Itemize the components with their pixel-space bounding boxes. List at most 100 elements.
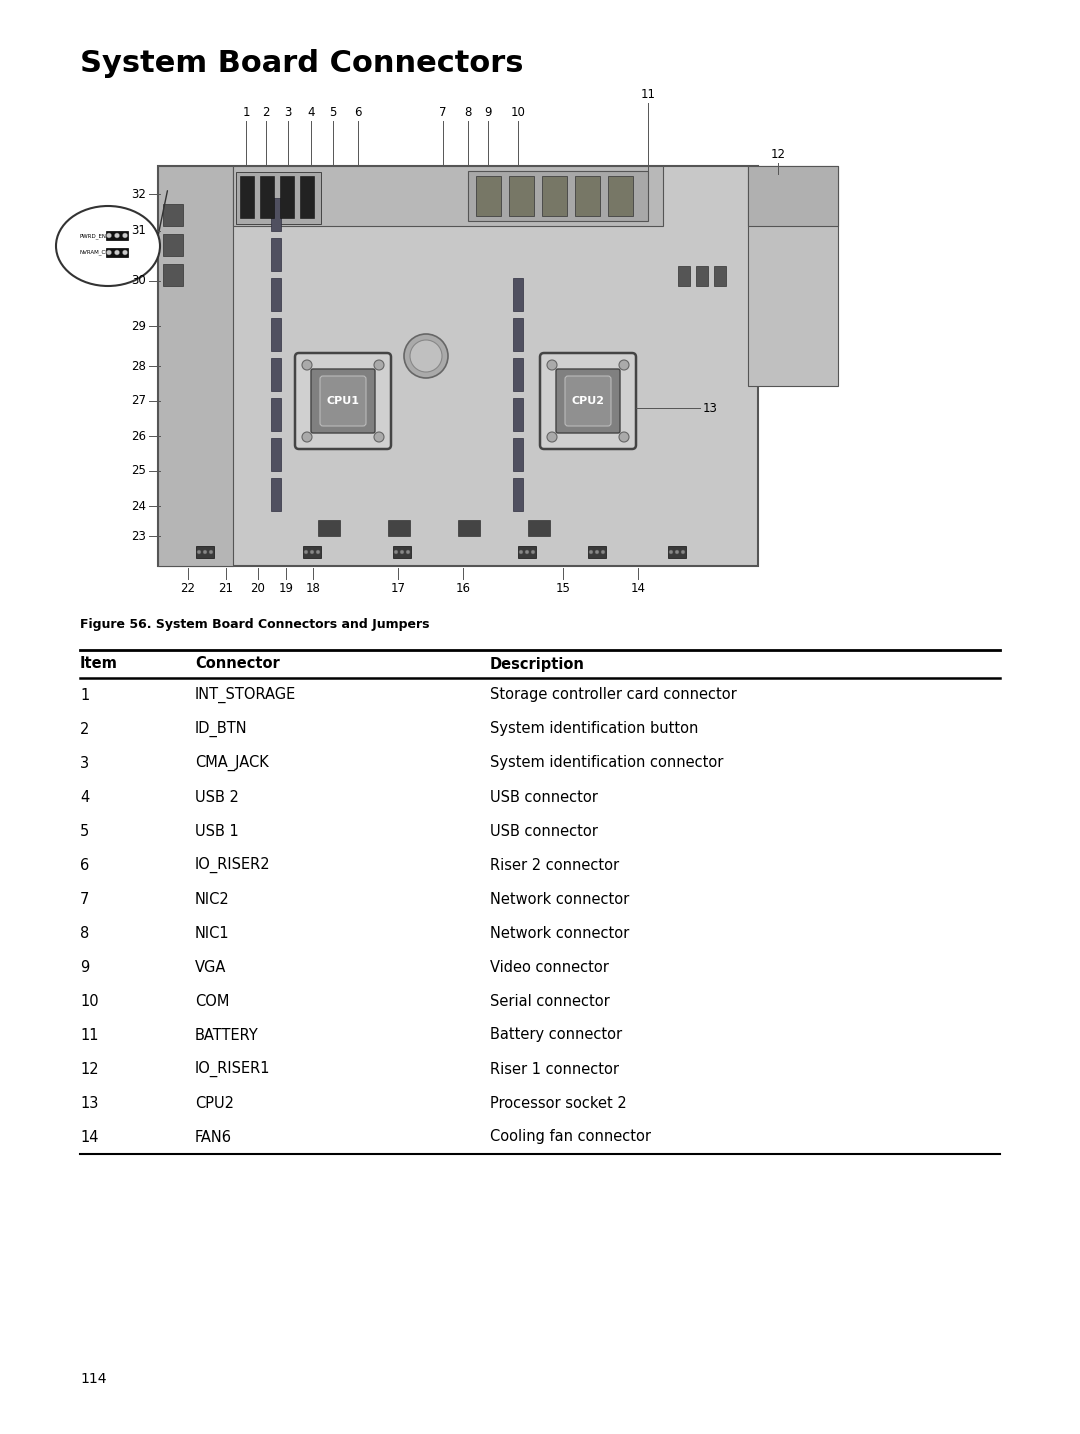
Text: Cooling fan connector: Cooling fan connector [490,1130,651,1144]
Text: 1: 1 [80,687,90,703]
Circle shape [374,432,384,442]
Text: 21: 21 [218,582,233,595]
Bar [388,521,410,536]
Text: System Board Connectors: System Board Connectors [80,49,524,77]
Text: 13: 13 [703,402,718,414]
Circle shape [107,232,111,238]
Text: Storage controller card connector: Storage controller card connector [490,687,737,703]
Bar [158,166,233,566]
Bar [271,198,281,231]
Bar [509,176,534,217]
Bar [476,176,501,217]
Text: NVRAM_CLR: NVRAM_CLR [80,250,113,255]
Bar [300,176,314,218]
Circle shape [410,340,442,371]
Bar [696,265,708,285]
Text: 6: 6 [80,858,90,872]
FancyBboxPatch shape [565,376,611,426]
FancyBboxPatch shape [320,376,366,426]
Text: 7: 7 [80,892,90,906]
Text: VGA: VGA [195,959,227,975]
Text: 7: 7 [440,106,447,119]
Circle shape [302,432,312,442]
Text: PWRD_EN: PWRD_EN [80,234,107,239]
Text: 22: 22 [180,582,195,595]
Bar [240,176,254,218]
Circle shape [589,551,593,554]
Text: 9: 9 [80,959,90,975]
Circle shape [394,551,399,554]
Text: 11: 11 [80,1028,98,1043]
Circle shape [546,360,557,370]
Text: 4: 4 [80,790,90,804]
Bar [608,176,633,217]
Bar [528,521,550,536]
Bar [163,204,183,227]
Text: 8: 8 [464,106,472,119]
Circle shape [302,360,312,370]
Bar [271,238,281,271]
Bar [318,521,340,536]
Circle shape [310,551,314,554]
Circle shape [619,432,629,442]
Circle shape [316,551,320,554]
Circle shape [669,551,673,554]
Text: Riser 2 connector: Riser 2 connector [490,858,619,872]
Bar [163,234,183,257]
Text: 23: 23 [131,529,146,542]
Text: 2: 2 [262,106,270,119]
Text: ID_BTN: ID_BTN [195,721,247,737]
Text: Connector: Connector [195,657,280,671]
Bar [678,265,690,285]
Bar [303,546,321,558]
Bar [237,172,321,224]
Circle shape [404,334,448,379]
Text: 2: 2 [80,721,90,737]
Text: 16: 16 [456,582,471,595]
Text: 8: 8 [80,925,90,941]
Text: 15: 15 [555,582,570,595]
Text: IO_RISER2: IO_RISER2 [195,858,271,873]
Text: USB connector: USB connector [490,823,598,839]
Ellipse shape [56,206,160,285]
Text: 24: 24 [131,499,146,512]
Circle shape [595,551,599,554]
Text: 12: 12 [80,1061,98,1077]
Bar [271,399,281,432]
Text: Serial connector: Serial connector [490,994,610,1008]
Circle shape [519,551,523,554]
Text: 28: 28 [131,360,146,373]
Bar [195,546,214,558]
Text: 3: 3 [80,756,90,770]
Text: Item: Item [80,657,118,671]
Text: 6: 6 [354,106,362,119]
FancyBboxPatch shape [311,369,375,433]
FancyBboxPatch shape [295,353,391,449]
Bar [748,166,838,227]
Bar [280,176,294,218]
Text: Processor socket 2: Processor socket 2 [490,1096,626,1110]
Text: COM: COM [195,994,229,1008]
Bar [458,521,480,536]
Text: 20: 20 [251,582,266,595]
Bar [163,264,183,285]
Text: Riser 1 connector: Riser 1 connector [490,1061,619,1077]
Text: Description: Description [490,657,585,671]
Text: BATTERY: BATTERY [195,1028,259,1043]
Text: Video connector: Video connector [490,959,609,975]
Text: 3: 3 [284,106,292,119]
Bar [513,318,523,351]
Circle shape [303,551,308,554]
Text: CMA_JACK: CMA_JACK [195,754,269,771]
Bar [271,478,281,511]
Text: NIC2: NIC2 [195,892,230,906]
Text: 31: 31 [131,225,146,238]
Text: 10: 10 [80,994,98,1008]
Text: System identification connector: System identification connector [490,756,724,770]
Text: 1: 1 [242,106,249,119]
Bar [106,248,129,257]
Bar [542,176,567,217]
Text: Network connector: Network connector [490,892,630,906]
Circle shape [122,232,127,238]
Text: FAN6: FAN6 [195,1130,232,1144]
